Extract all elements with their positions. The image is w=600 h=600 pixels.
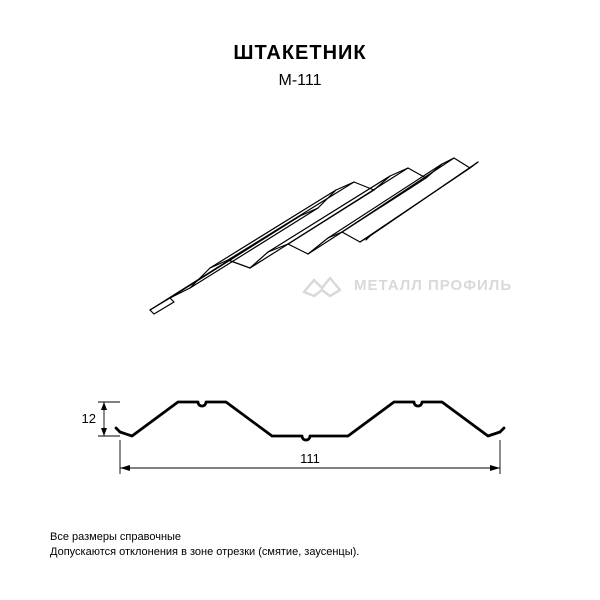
brand-watermark: МЕТАЛЛ ПРОФИЛЬ (300, 270, 560, 300)
dimension-width-label: 111 (300, 451, 320, 466)
dimension-height-label: 12 (82, 411, 96, 426)
page: ШТАКЕТНИК М-111 (0, 0, 600, 600)
cross-section-svg: 12 111 (60, 370, 560, 500)
page-subtitle: М-111 (0, 72, 600, 90)
footnote-line-1: Все размеры справочные (50, 530, 550, 545)
brand-logo-icon (300, 270, 344, 300)
isometric-svg (110, 120, 490, 340)
footnote: Все размеры справочные Допускаются откло… (50, 530, 550, 560)
page-title: ШТАКЕТНИК (0, 42, 600, 65)
footnote-line-2: Допускаются отклонения в зоне отрезки (с… (50, 545, 550, 560)
isometric-drawing (110, 120, 490, 340)
brand-watermark-text: МЕТАЛЛ ПРОФИЛЬ (354, 277, 512, 294)
cross-section-drawing: 12 111 (60, 370, 560, 500)
